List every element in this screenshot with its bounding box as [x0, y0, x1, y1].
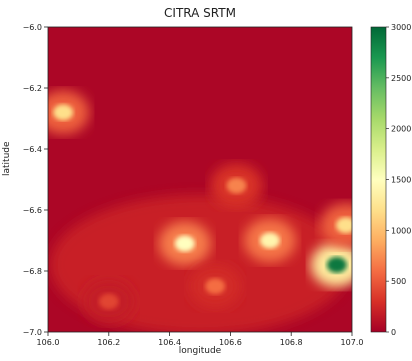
x-axis-label: longitude [178, 346, 222, 356]
colorbar [370, 26, 387, 333]
colorbar-tick-label: 2000 [391, 125, 411, 134]
x-tick-label: 106.6 [219, 338, 242, 347]
heatmap-cell [53, 104, 74, 121]
heatmap-cell [259, 232, 280, 249]
colorbar-tick-label: 1000 [391, 226, 411, 235]
colorbar-tick-label: 2500 [391, 74, 411, 83]
x-tick-label: 106.8 [280, 338, 303, 347]
colorbar-tick-label: 1500 [391, 176, 411, 185]
y-tick-label: −6.2 [23, 84, 42, 93]
colorbar-tick-label: 500 [391, 277, 406, 286]
colorbar-tick-label: 3000 [391, 23, 411, 32]
y-tick-label: −6.0 [23, 23, 42, 32]
y-axis-label: latitude [2, 141, 12, 176]
plot-frame [47, 26, 353, 333]
heatmap-cell [174, 235, 195, 252]
x-tick-label: 106.4 [158, 338, 181, 347]
y-tick-label: −7.0 [23, 328, 42, 337]
heatmap-cell [205, 278, 226, 295]
heatmap-cell [326, 256, 347, 273]
y-tick-label: −6.4 [23, 145, 42, 154]
chart-title: CITRA SRTM [164, 6, 236, 20]
colorbar-tick-label: 0 [391, 328, 396, 337]
y-tick-label: −6.6 [23, 206, 42, 215]
heatmap-cell [98, 293, 119, 310]
y-tick-label: −6.8 [23, 267, 42, 276]
heatmap-cell [226, 177, 247, 194]
heatmap-cell [335, 217, 352, 234]
x-tick-label: 106.0 [37, 338, 60, 347]
x-tick-label: 106.2 [97, 338, 120, 347]
x-tick-label: 107.0 [341, 338, 364, 347]
